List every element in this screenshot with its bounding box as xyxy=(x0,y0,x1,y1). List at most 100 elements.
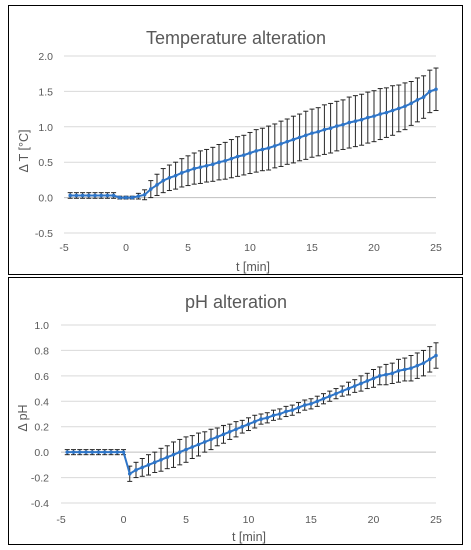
y-tick-label: -0.2 xyxy=(31,473,49,485)
x-tick-label: 0 xyxy=(121,514,127,526)
data-point xyxy=(190,445,195,449)
data-point xyxy=(403,104,407,109)
data-point xyxy=(186,168,190,173)
data-point xyxy=(146,463,151,467)
data-point xyxy=(177,450,182,454)
chart-title: pH alteration xyxy=(185,292,287,312)
chart-title: Temperature alteration xyxy=(146,28,326,48)
error-bars xyxy=(67,67,439,201)
data-point xyxy=(246,422,251,426)
data-point xyxy=(290,408,295,412)
data-point xyxy=(347,120,352,125)
gridlines xyxy=(61,324,436,504)
data-point xyxy=(316,129,321,134)
data-point xyxy=(130,195,134,200)
x-tick-label: 15 xyxy=(306,242,318,254)
data-point xyxy=(74,193,79,198)
x-tick-label: 15 xyxy=(305,514,317,526)
data-point xyxy=(87,193,91,198)
data-point xyxy=(371,376,376,381)
data-point xyxy=(209,437,213,442)
data-point xyxy=(291,137,296,142)
data-point xyxy=(254,149,258,153)
y-tick-label: 0.0 xyxy=(38,193,53,205)
data-point xyxy=(180,171,184,175)
data-point xyxy=(136,194,141,198)
data-point xyxy=(340,389,345,393)
y-tick-label: 0.8 xyxy=(34,345,49,357)
data-point xyxy=(271,413,276,418)
data-point xyxy=(421,95,426,99)
data-point xyxy=(240,424,245,429)
data-point xyxy=(71,450,76,454)
data-point xyxy=(84,450,88,454)
error-bars xyxy=(64,342,439,482)
data-point xyxy=(359,117,364,122)
y-axis-label: Δ pH xyxy=(16,404,30,431)
x-tick-label: 5 xyxy=(185,242,191,254)
x-tick-label: 25 xyxy=(430,514,442,526)
data-point xyxy=(159,457,163,462)
y-tick-label: -0.5 xyxy=(35,228,53,240)
data-point xyxy=(192,166,196,171)
data-point xyxy=(161,178,165,183)
x-tick-label: 0 xyxy=(123,242,129,254)
y-tick-label: 2.0 xyxy=(38,51,53,63)
data-point xyxy=(302,403,307,407)
data-point xyxy=(321,396,326,401)
series xyxy=(65,353,438,476)
data-point xyxy=(215,435,220,439)
y-tick-label: 0.5 xyxy=(38,157,53,169)
data-point xyxy=(229,156,234,161)
data-point xyxy=(80,193,85,198)
data-point xyxy=(327,394,332,398)
x-tick-label: 10 xyxy=(243,514,255,526)
data-point xyxy=(235,154,240,159)
x-tick-label: 5 xyxy=(183,514,189,526)
data-point xyxy=(99,193,103,198)
x-tick-label: -5 xyxy=(59,242,68,254)
data-point xyxy=(68,193,72,198)
data-point xyxy=(260,147,265,152)
y-tick-label: 0.0 xyxy=(34,447,49,459)
data-point xyxy=(227,430,232,434)
x-tick-label: -5 xyxy=(56,514,65,526)
data-point xyxy=(265,416,270,420)
data-point xyxy=(365,379,370,383)
data-point xyxy=(397,106,401,111)
data-point xyxy=(277,412,282,416)
data-point xyxy=(384,110,389,115)
data-point xyxy=(378,112,383,116)
x-axis-label: t [min] xyxy=(232,530,266,544)
series-line xyxy=(70,88,437,199)
data-point xyxy=(211,162,215,167)
data-point xyxy=(118,195,122,200)
data-point xyxy=(390,108,395,113)
data-point xyxy=(396,368,401,373)
data-point xyxy=(165,455,170,460)
x-tick-label: 20 xyxy=(368,242,380,254)
data-point xyxy=(415,363,420,368)
y-tick-label: 0.2 xyxy=(34,422,49,434)
x-axis-label: t [min] xyxy=(236,260,270,274)
data-point xyxy=(309,402,313,406)
temperature-chart-panel: Temperature alteration t [min] Δ T [°C] … xyxy=(8,5,463,275)
data-point xyxy=(279,141,283,146)
data-point xyxy=(434,353,438,358)
data-point xyxy=(328,126,333,131)
data-point xyxy=(77,450,82,454)
data-point xyxy=(152,460,157,465)
data-point xyxy=(304,133,308,138)
data-point xyxy=(334,391,338,396)
data-point xyxy=(221,432,226,437)
data-point xyxy=(105,193,110,198)
data-point xyxy=(198,165,203,169)
temperature-chart: Temperature alteration t [min] Δ T [°C] … xyxy=(17,28,442,274)
data-point xyxy=(155,183,159,187)
data-point xyxy=(121,450,126,454)
data-point xyxy=(359,381,363,386)
data-point xyxy=(202,440,207,444)
ph-chart-panel: pH alteration t [min] Δ pH -0.4 -0.2 0.0 0.… xyxy=(8,277,463,545)
ph-chart: pH alteration t [min] Δ pH -0.4 -0.2 0.0 0.… xyxy=(16,292,442,544)
